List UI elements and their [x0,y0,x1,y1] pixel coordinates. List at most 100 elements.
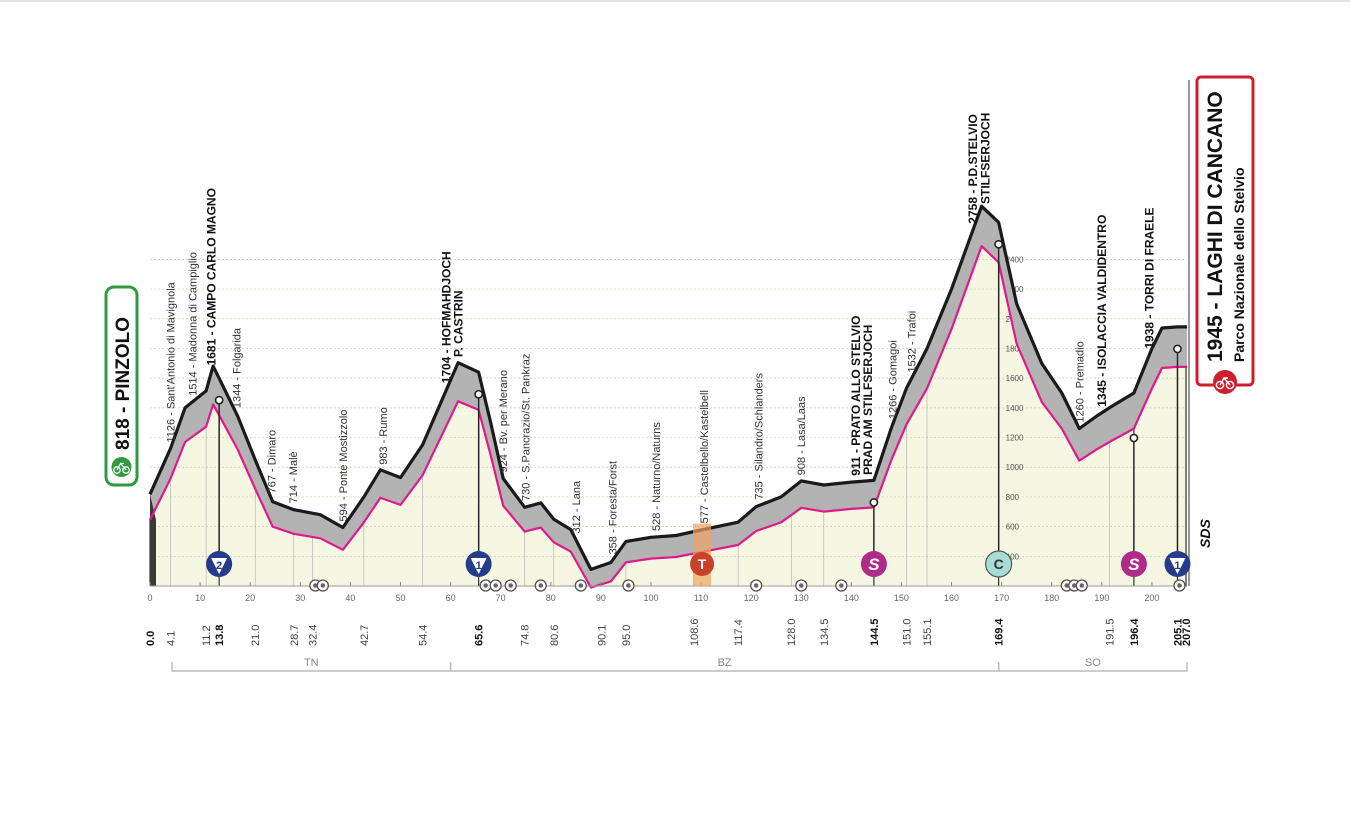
altitude-tick-label: 1600 [1006,374,1024,383]
place-label: 577 - Castelbello/Kastelbell [699,390,711,523]
km-labels: 0.0 4.1 11.2 13.8 21.0 28.7 32.4 42.7 54.4 65.6 74… [145,618,1193,646]
km-tick-label: 160 [944,593,959,603]
feed-zone-icon [1075,579,1088,592]
place-label: 911 - PRATO ALLO STELVIO [849,316,863,476]
gpm-category-icon: 2 [206,395,233,577]
feed-zone-icon [504,579,517,592]
svg-text:C: C [994,556,1004,572]
feed-zone-icon [622,579,635,592]
km-label: 32.4 [307,625,319,646]
profile-fill-layer [150,246,1187,588]
place-label: 1266 - Gomagoi [887,340,899,419]
region-bracket: BZ [449,657,1000,672]
sds-logo: SDS [1197,519,1213,548]
place-label: 1938 - TORRI DI FRAELE [1142,208,1156,349]
km-label: 108.6 [689,618,701,646]
km-tick-label: 60 [446,593,456,603]
finish-label: 1945 - LAGHI DI CANCANO [1204,91,1227,362]
place-label: 735 - Silandro/Schlanders [754,373,766,500]
bike-icon [111,457,132,477]
feed-zone-icon [574,579,587,592]
feed-zone-icon [479,579,492,592]
top-border [0,0,1350,2]
svg-text:1: 1 [476,560,482,572]
km-label: 196.4 [1129,618,1141,646]
svg-text:T: T [698,556,707,572]
km-tick-label: 130 [794,593,809,603]
intermediate-sprint-icon: S [860,498,887,577]
place-labels: 1126 - Sant'Antonio di Mavignola 1514 - M… [166,113,1157,555]
km-tick-label: 0 [147,593,152,603]
km-label: 155.1 [922,618,934,646]
cima-coppi-icon: C [985,239,1013,578]
km-tick-label: 120 [744,593,759,603]
km-tick-label: 70 [496,593,506,603]
place-label: 730 - S.Pancrazio/St. Pankraz [521,354,533,501]
place-label: PRAD AM STILFSERJOCH [861,325,875,475]
km-label: 169.4 [994,618,1006,646]
place-label: 908 - Lasa/Laas [796,396,808,475]
km-tick-label: 50 [395,593,405,603]
altitude-tick-label: 1200 [1006,434,1024,443]
place-label: 1514 - Madonna di Campiglio [188,252,200,396]
km-tick-label: 180 [1044,593,1059,603]
altitude-tick-label: 2400 [1006,255,1024,264]
place-label: 358 - Foresta/Forst [607,461,619,555]
start-label: 818 - PINZOLO [113,317,134,450]
km-tick-label: 190 [1094,593,1109,603]
km-label: 42.7 [359,625,371,646]
km-label: 74.8 [520,625,532,646]
place-label: 924 - Bv. per Merano [498,370,510,473]
km-tick-label: 140 [844,593,859,603]
feed-zone-icons [309,579,1186,592]
km-label: 28.7 [289,625,301,646]
km-tick-label: 20 [245,593,255,603]
place-label: 1126 - Sant'Antonio di Mavignola [166,281,178,442]
km-label: 144.5 [869,618,881,646]
region-label: TN [304,657,319,669]
place-label: 528 - Naturno/Naturns [651,422,663,531]
feed-zone-icon [489,579,502,592]
km-label: 128.0 [786,618,798,646]
place-label: 1260 - Premadio [1074,341,1086,422]
place-label: 1344 - Folgarida [232,327,244,408]
km-label: 21.0 [250,625,262,646]
place-label: 983 - Rumo [378,407,390,464]
region-bracket: TN [171,657,452,672]
svg-text:S: S [1128,555,1140,574]
gpm-category-icon: 1 [1164,344,1191,577]
profile-fill-area [150,246,1187,588]
km-label: 54.4 [418,625,430,646]
region-bracket: SO [997,657,1188,672]
km-label: 151.0 [901,618,913,646]
km-tick-label: 100 [643,593,658,603]
place-label: 1345 - ISOLACCIA VALDIDENTRO [1095,215,1109,407]
km-label: 90.1 [596,625,608,646]
profile-pink-line [149,245,1187,589]
finish-sublabel: Parco Nazionale dello Stelvio [1231,167,1247,362]
altitude-tick-label: 800 [1006,493,1020,502]
km-label: 117.4 [733,619,745,646]
place-label: 2758 - P.D.STELVIO [966,114,980,224]
altitude-tick-label: 400 [1006,552,1020,561]
km-tick-label: 170 [994,593,1009,603]
bike-icon [1213,370,1237,394]
feed-zone-icon [316,579,329,592]
km-label: 65.6 [474,625,486,646]
km-label: 4.1 [166,631,178,646]
km-label: 205.1 [1172,618,1184,646]
time-bonus-icon: T [690,523,715,586]
km-tick-label: 200 [1144,593,1159,603]
place-label: 1532 - Trafoi [906,311,918,373]
place-label: 1681 - CAMPO CARLO MAGNO [205,188,219,365]
km-tick-label: 110 [694,593,708,603]
svg-text:2: 2 [216,560,222,572]
profile-top-edge [148,204,1187,571]
feed-zone-icon [1173,579,1186,592]
km-label: 80.6 [549,625,561,646]
place-label: 714 - Malè [288,451,300,503]
feed-zone-icon [750,579,763,592]
svg-text:1: 1 [1174,560,1180,572]
place-label: 1704 - HOFMAHDJOCH [440,251,454,383]
